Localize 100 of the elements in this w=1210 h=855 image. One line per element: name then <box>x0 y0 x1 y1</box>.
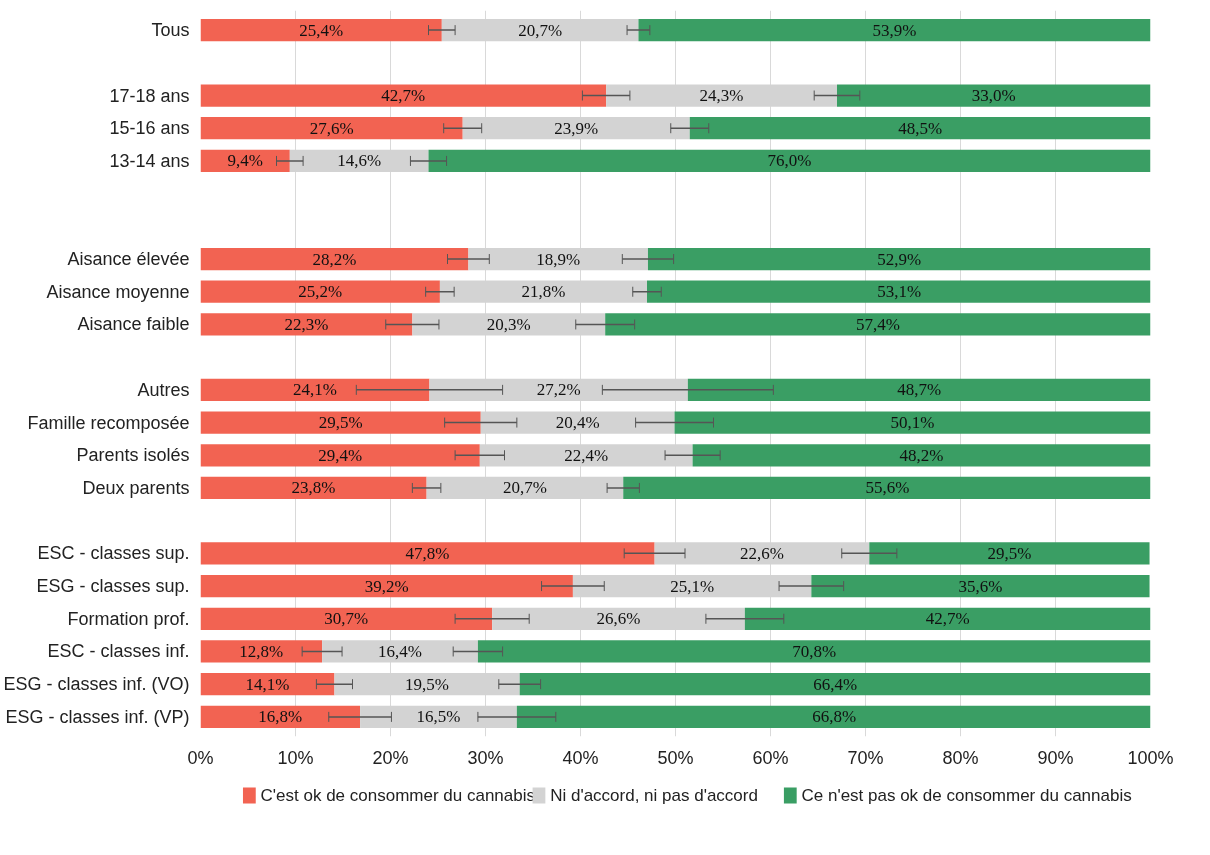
legend-label: C'est ok de consommer du cannabis <box>260 786 535 805</box>
bar <box>477 640 1151 663</box>
bar <box>334 673 520 696</box>
bar <box>480 411 675 434</box>
x-tick-label: 30% <box>467 747 504 768</box>
data-label: 9,4% <box>227 151 263 171</box>
bar <box>200 313 413 336</box>
bar <box>200 411 481 434</box>
bar <box>200 247 469 271</box>
data-label: 25,2% <box>298 282 343 302</box>
bar <box>519 673 1151 696</box>
y-tick-label: Autres <box>137 379 190 400</box>
data-label: 26,6% <box>596 609 641 629</box>
x-tick-label: 90% <box>1037 747 1074 768</box>
y-tick-label: Aisance moyenne <box>46 281 190 302</box>
y-tick-label: Formation prof. <box>67 608 190 629</box>
data-label: 48,2% <box>899 445 944 465</box>
data-label: 30,7% <box>324 609 369 629</box>
bar <box>606 84 837 107</box>
bar <box>200 117 463 140</box>
bar <box>200 378 430 401</box>
data-label: 25,4% <box>299 20 344 40</box>
data-label: 23,9% <box>554 118 599 138</box>
y-tick-label: Aisance faible <box>77 314 190 335</box>
y-tick-label: Parents isolés <box>76 445 190 466</box>
x-tick-label: 80% <box>942 747 979 768</box>
bar <box>647 280 1151 303</box>
bar <box>654 542 870 565</box>
data-label: 16,5% <box>416 707 461 727</box>
bar <box>572 574 812 598</box>
data-label: 48,7% <box>897 380 942 400</box>
bar <box>468 247 648 271</box>
data-label: 47,8% <box>405 543 450 563</box>
bar <box>200 574 573 598</box>
data-label: 50,1% <box>890 413 935 433</box>
data-label: 42,7% <box>925 609 970 629</box>
legend-label: Ni d'accord, ni pas d'accord <box>550 786 758 805</box>
bar <box>200 640 323 663</box>
data-label: 14,1% <box>245 674 290 694</box>
data-label: 16,4% <box>378 641 422 661</box>
data-label: 20,4% <box>555 413 600 433</box>
bar <box>200 280 440 303</box>
data-label: 53,9% <box>872 20 917 40</box>
data-label: 55,6% <box>865 478 910 498</box>
bar <box>687 378 1151 401</box>
data-label: 48,5% <box>898 118 943 138</box>
bar <box>200 673 335 696</box>
data-label: 18,9% <box>536 249 581 269</box>
y-tick-label: Tous <box>151 20 190 41</box>
bar <box>200 705 361 728</box>
data-label: 27,6% <box>309 118 354 138</box>
bar <box>516 705 1151 728</box>
data-label: 66,4% <box>813 674 858 694</box>
data-label: 39,2% <box>364 576 409 596</box>
bar <box>689 117 1151 140</box>
data-label: 42,7% <box>381 86 426 106</box>
bar <box>623 476 1151 500</box>
bar <box>811 574 1150 598</box>
bar <box>605 313 1151 336</box>
data-label: 24,3% <box>699 86 744 106</box>
data-label: 27,2% <box>536 380 581 400</box>
data-label: 20,3% <box>486 314 531 334</box>
x-tick-label: 20% <box>372 747 409 768</box>
bar <box>200 84 607 107</box>
bar <box>638 19 1151 42</box>
bar <box>492 607 745 630</box>
bar <box>462 117 690 140</box>
bar <box>429 378 688 401</box>
y-tick-label: ESG - classes inf. (VO) <box>3 674 190 695</box>
bar <box>426 476 624 500</box>
bar <box>322 640 478 663</box>
y-tick-label: ESG - classes sup. <box>36 576 190 597</box>
bar <box>647 247 1151 271</box>
x-tick-label: 10% <box>277 747 314 768</box>
bar <box>200 19 442 42</box>
bar <box>869 542 1150 565</box>
data-label: 14,6% <box>337 151 382 171</box>
bar <box>439 280 647 303</box>
x-tick-label: 100% <box>1127 747 1174 768</box>
y-tick-label: Deux parents <box>82 477 190 498</box>
bar <box>200 444 480 467</box>
bar <box>479 444 693 467</box>
data-label: 70,8% <box>792 641 837 661</box>
bar <box>200 476 427 500</box>
bar <box>360 705 517 728</box>
data-label: 33,0% <box>971 86 1016 106</box>
data-label: 35,6% <box>958 576 1003 596</box>
data-label: 20,7% <box>502 478 547 498</box>
data-label: 16,8% <box>258 707 303 727</box>
y-tick-label: ESC - classes sup. <box>37 543 190 564</box>
bar <box>200 607 493 630</box>
data-label: 22,4% <box>564 445 609 465</box>
data-label: 25,1% <box>670 576 715 596</box>
data-label: 23,8% <box>291 478 336 498</box>
bar <box>428 149 1151 173</box>
data-label: 66,8% <box>812 707 857 727</box>
data-label: 20,7% <box>518 20 563 40</box>
x-tick-label: 40% <box>562 747 599 768</box>
bar <box>200 542 655 565</box>
x-tick-label: 50% <box>657 747 694 768</box>
